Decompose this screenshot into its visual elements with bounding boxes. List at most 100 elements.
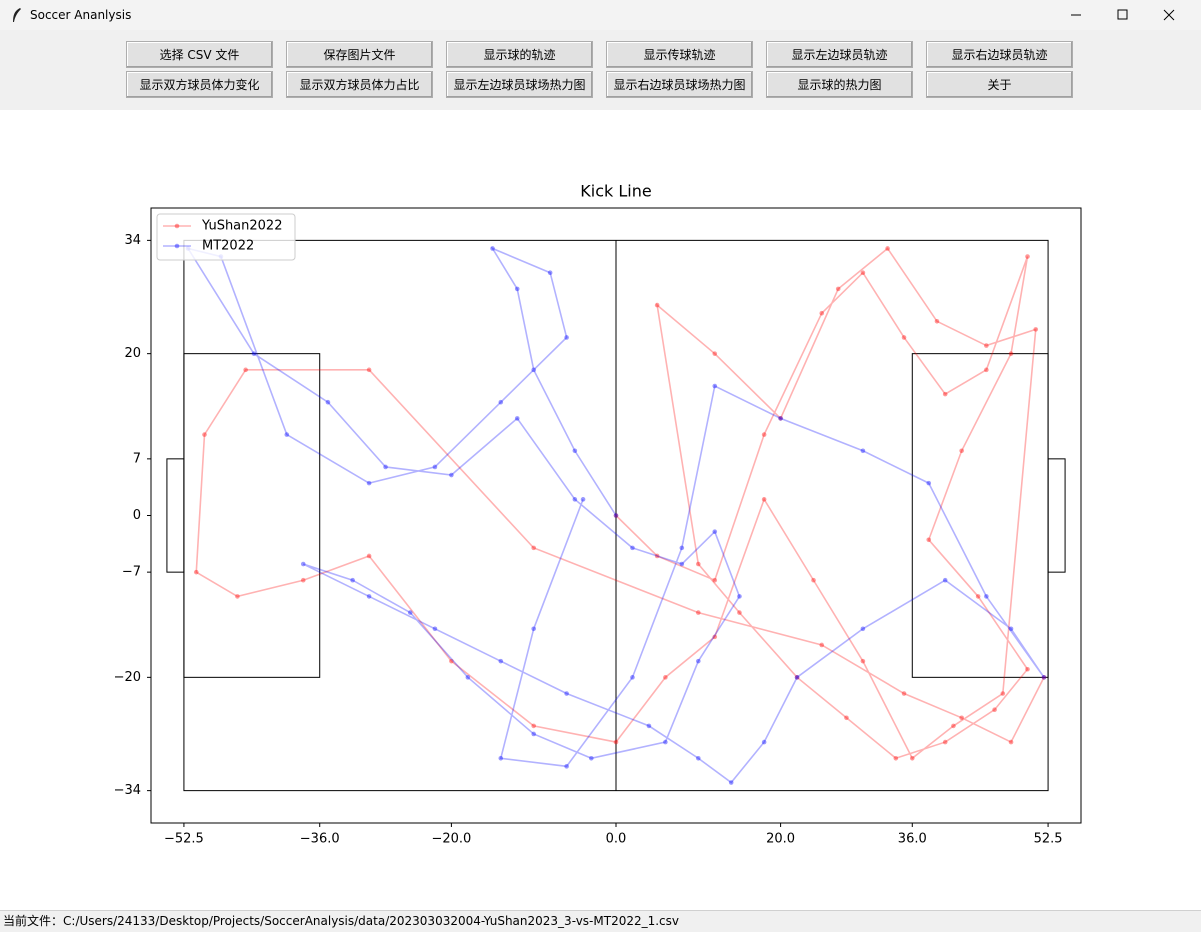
point: [761, 432, 767, 437]
point: [1025, 666, 1030, 672]
point: [366, 594, 372, 599]
point: [663, 675, 668, 680]
point: [300, 561, 306, 567]
toolbar-button[interactable]: 显示双方球员体力变化: [126, 71, 273, 98]
point: [1000, 691, 1006, 696]
point: [761, 497, 767, 502]
point: [728, 780, 734, 785]
point: [498, 755, 504, 761]
point: [794, 675, 800, 680]
point: [712, 634, 718, 640]
point: [531, 367, 536, 373]
point: [1008, 739, 1014, 745]
window-controls[interactable]: [1061, 0, 1201, 30]
point: [564, 691, 569, 696]
point: [679, 545, 685, 551]
point: [490, 246, 495, 251]
point: [531, 626, 536, 632]
point: [737, 610, 742, 615]
point: [449, 658, 454, 664]
point: [975, 594, 981, 599]
point: [712, 577, 718, 583]
status-label: 当前文件：: [3, 914, 64, 928]
toolbar-button[interactable]: 显示球的热力图: [766, 71, 913, 98]
point: [383, 464, 388, 470]
point: [712, 529, 718, 534]
point: [942, 577, 948, 583]
point: [984, 367, 989, 373]
pitch-goal: [166, 458, 185, 573]
point: [514, 416, 520, 421]
point: [350, 577, 355, 583]
point: [959, 448, 964, 454]
close[interactable]: [1163, 9, 1175, 21]
x-tick-label: −20.0: [431, 832, 471, 847]
point: [243, 367, 248, 373]
y-tick-label: −7: [122, 565, 141, 580]
point: [1041, 675, 1047, 680]
toolbar-button[interactable]: 显示左边球员球场热力图: [446, 71, 593, 98]
maximize[interactable]: [1117, 9, 1128, 20]
point: [712, 383, 718, 389]
pitch-line: [183, 353, 321, 678]
point: [984, 343, 989, 348]
point: [572, 448, 578, 454]
point: [901, 335, 907, 340]
legend-marker: [174, 223, 180, 229]
point: [531, 545, 536, 551]
point: [860, 626, 866, 632]
y-tick-label: −20: [114, 670, 141, 685]
point: [547, 270, 553, 276]
point: [679, 561, 685, 567]
point: [1008, 626, 1014, 632]
window-title: Soccer Ananlysis: [30, 8, 132, 22]
point: [572, 497, 578, 502]
point: [193, 569, 199, 575]
point: [284, 432, 290, 437]
point: [646, 723, 652, 729]
point: [449, 472, 454, 478]
series-line: [195, 247, 1045, 760]
point: [926, 537, 932, 543]
point: [1008, 351, 1014, 356]
point: [819, 310, 825, 316]
point: [630, 675, 635, 680]
point: [564, 335, 569, 340]
toolbar-button[interactable]: 保存图片文件: [286, 41, 433, 68]
point: [613, 513, 619, 518]
point: [696, 610, 701, 615]
toolbar-button[interactable]: 显示传球轨迹: [606, 41, 753, 68]
toolbar-button[interactable]: 显示左边球员轨迹: [766, 41, 913, 68]
toolbar-button[interactable]: 选择 CSV 文件: [126, 41, 273, 68]
point: [235, 594, 240, 599]
toolbar-button[interactable]: 显示右边球员球场热力图: [606, 71, 753, 98]
toolbar-button[interactable]: 关于: [926, 71, 1073, 98]
point: [778, 416, 783, 421]
app-icon: [13, 8, 21, 22]
point: [696, 561, 701, 567]
point: [564, 764, 569, 769]
x-tick-label: −52.5: [164, 832, 204, 847]
point: [465, 675, 471, 680]
point: [901, 691, 907, 696]
toolbar-button[interactable]: 显示右边球员轨迹: [926, 41, 1073, 68]
x-tick-label: 36.0: [898, 832, 927, 847]
point: [696, 755, 701, 761]
point: [934, 318, 940, 324]
point: [1041, 675, 1047, 680]
point: [909, 755, 915, 761]
point: [737, 594, 742, 599]
point: [432, 464, 438, 470]
y-tick-label: 7: [133, 451, 141, 466]
chart-title: Kick Line: [580, 182, 651, 201]
point: [1033, 327, 1039, 332]
point: [885, 246, 890, 251]
point: [366, 553, 372, 559]
point: [531, 731, 536, 737]
x-tick-label: 0.0: [606, 832, 627, 847]
toolbar-button[interactable]: 显示球的轨迹: [446, 41, 593, 68]
status-path: C:/Users/24133/Desktop/Projects/SoccerAn…: [63, 914, 680, 928]
point: [432, 626, 438, 632]
toolbar-button[interactable]: 显示双方球员体力占比: [286, 71, 433, 98]
point: [300, 577, 306, 583]
